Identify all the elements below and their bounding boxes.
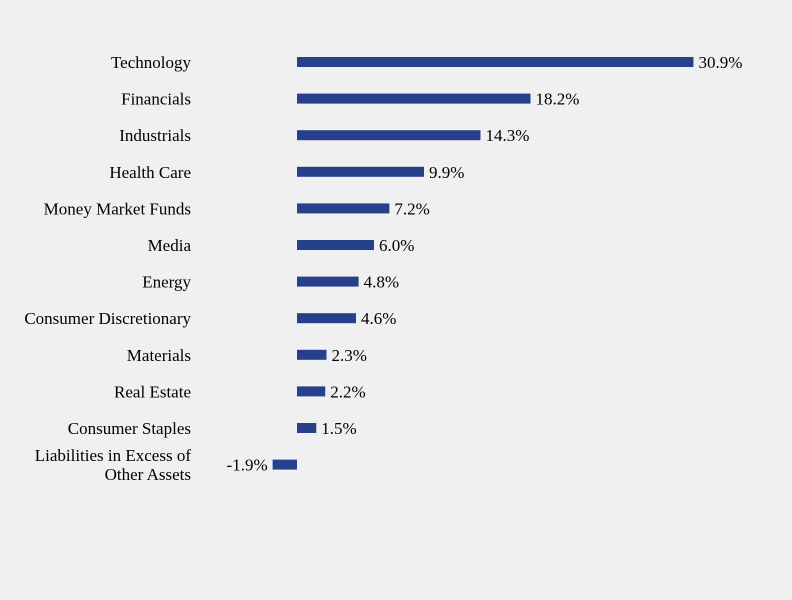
category-label: Materials (127, 346, 191, 365)
bar (272, 459, 297, 470)
category-label: Real Estate (114, 382, 191, 401)
bar (297, 130, 481, 141)
value-label: 9.9% (429, 163, 464, 182)
category-label: Financials (121, 90, 191, 109)
value-label: 18.2% (536, 90, 580, 109)
value-label: 2.3% (332, 346, 367, 365)
bar (297, 203, 390, 214)
value-label: 6.0% (379, 236, 414, 255)
category-label: Health Care (109, 163, 191, 182)
category-label: Industrials (119, 126, 191, 145)
bar (297, 313, 357, 324)
value-label: 4.6% (361, 309, 396, 328)
value-label: 4.8% (364, 273, 399, 292)
bar (297, 57, 694, 67)
value-label: 2.2% (330, 382, 365, 401)
value-label: 30.9% (698, 53, 742, 72)
bar (297, 166, 425, 177)
category-label: Energy (142, 273, 191, 292)
bar (297, 386, 326, 397)
category-label: Media (148, 236, 192, 255)
value-label: 1.5% (321, 419, 356, 438)
category-label: Other Assets (105, 465, 191, 484)
category-label: Money Market Funds (44, 199, 191, 218)
bar (297, 349, 327, 360)
value-label: 7.2% (394, 199, 429, 218)
category-label: Technology (111, 53, 192, 72)
bar (297, 423, 317, 433)
value-label: 14.3% (485, 126, 529, 145)
category-label: Liabilities in Excess of (35, 446, 192, 465)
category-label: Consumer Discretionary (24, 309, 191, 328)
bar (297, 93, 531, 104)
bar (297, 276, 359, 287)
bar (297, 240, 374, 250)
value-label: -1.9% (227, 456, 268, 475)
category-label: Consumer Staples (68, 419, 191, 438)
